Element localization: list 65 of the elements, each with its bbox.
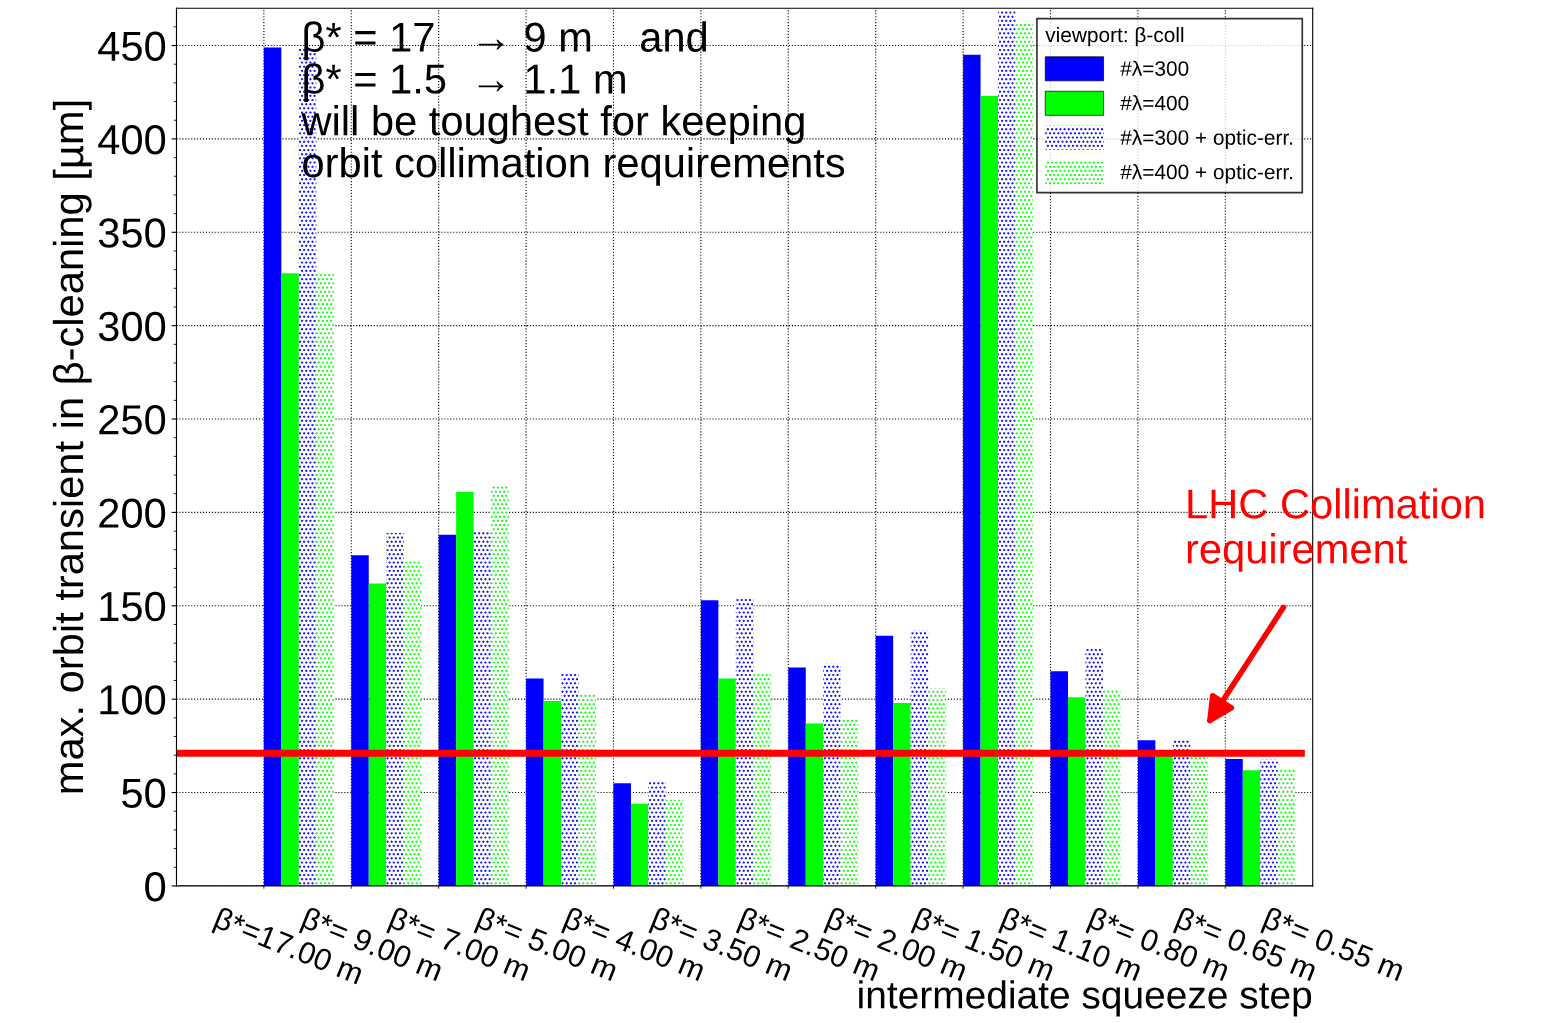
bar [893, 702, 911, 886]
bar [718, 678, 736, 886]
legend-label: #λ=300 [1120, 60, 1189, 76]
bar [368, 583, 387, 886]
bar [735, 598, 754, 886]
bar [438, 534, 457, 886]
bar [1155, 755, 1173, 886]
bar [526, 678, 544, 886]
y-tick-label: 450 [98, 31, 166, 62]
bar [491, 486, 509, 886]
bar [263, 47, 282, 886]
bar [648, 781, 666, 886]
y-tick-label: 150 [100, 591, 166, 622]
y-tick-label: 200 [99, 498, 166, 528]
bar [473, 531, 492, 886]
bar [316, 273, 334, 886]
y-axis-title: max. orbit transient in β-cleaning [µm] [52, 101, 92, 793]
bar [665, 800, 684, 886]
bar [998, 10, 1016, 886]
bar [1102, 689, 1121, 886]
bar [823, 663, 841, 886]
bar [788, 667, 806, 886]
y-tick-label: 50 [122, 778, 166, 809]
bar [1067, 697, 1086, 886]
y-tick-label: 0 [145, 871, 166, 902]
legend-label: #λ=400 [1120, 95, 1189, 111]
bar [543, 701, 562, 886]
y-tick-label: 350 [98, 218, 166, 248]
bar [281, 273, 299, 886]
bar [753, 673, 771, 886]
bar [805, 723, 824, 886]
bar [1015, 23, 1034, 886]
bar [910, 630, 929, 886]
bar [630, 803, 649, 886]
bar [1085, 648, 1103, 886]
bar [1242, 770, 1261, 886]
bar [386, 532, 404, 886]
y-tick-label: 300 [98, 311, 166, 342]
bar [700, 600, 719, 886]
bar [840, 719, 859, 886]
bar [875, 635, 894, 886]
bar [1277, 768, 1296, 886]
bar [613, 783, 631, 886]
legend-title: viewport: β-coll [1045, 26, 1184, 47]
bar [1225, 758, 1243, 886]
bar [980, 95, 999, 886]
bar [351, 555, 369, 886]
bar [578, 693, 596, 886]
bar [456, 491, 474, 886]
bar [963, 54, 981, 886]
bar [928, 687, 946, 886]
bar [1260, 758, 1278, 886]
legend-label: #λ=400 + optic-err. [1120, 164, 1293, 184]
bar [1172, 740, 1191, 886]
bar [1190, 755, 1208, 886]
bar [1137, 740, 1156, 886]
x-axis-title: intermediate squeeze step [859, 980, 1312, 1017]
y-tick-label: 100 [100, 685, 166, 715]
bar [561, 673, 579, 886]
y-tick-label: 250 [99, 405, 166, 435]
legend-label: #λ=300 + optic-err. [1120, 129, 1293, 150]
bar [403, 560, 422, 886]
y-tick-label: 400 [98, 124, 166, 155]
annotation: β* = 17 → 9 m and β* = 1.5 → 1.1 m will be toughest for keeping orbit collimation requirements [301, 21, 845, 186]
bar [1050, 671, 1068, 886]
